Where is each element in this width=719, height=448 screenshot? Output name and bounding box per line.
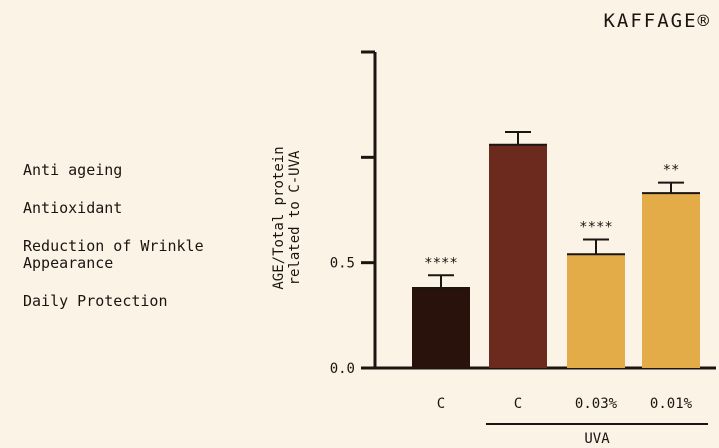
y-tick-label: 0.0 [330, 361, 355, 377]
y-axis-label: AGE/Total proteinrelated to C-UVA [271, 146, 303, 289]
feature-list: Anti ageing Antioxidant Reduction of Wri… [23, 162, 204, 331]
bar [412, 287, 470, 368]
significance-label: **** [579, 219, 613, 235]
bar [567, 254, 625, 368]
feature-item: Anti ageing [23, 161, 123, 179]
y-tick-label: 0.5 [330, 256, 355, 272]
brand-logo: KAFFAGE® [603, 10, 711, 32]
significance-label: ** [663, 163, 680, 179]
group-label: UVA [584, 431, 610, 447]
feature-item: Antioxidant [23, 199, 123, 217]
feature-item: Daily Protection [23, 292, 168, 310]
x-tick-label: C [514, 396, 522, 412]
feature-item: Reduction of Wrinkle Appearance [23, 237, 204, 272]
bar [489, 144, 547, 368]
significance-label: **** [424, 255, 458, 271]
x-tick-label: 0.01% [650, 396, 693, 412]
bar [642, 193, 700, 368]
x-tick-label: C [437, 396, 445, 412]
x-tick-label: 0.03% [575, 396, 618, 412]
